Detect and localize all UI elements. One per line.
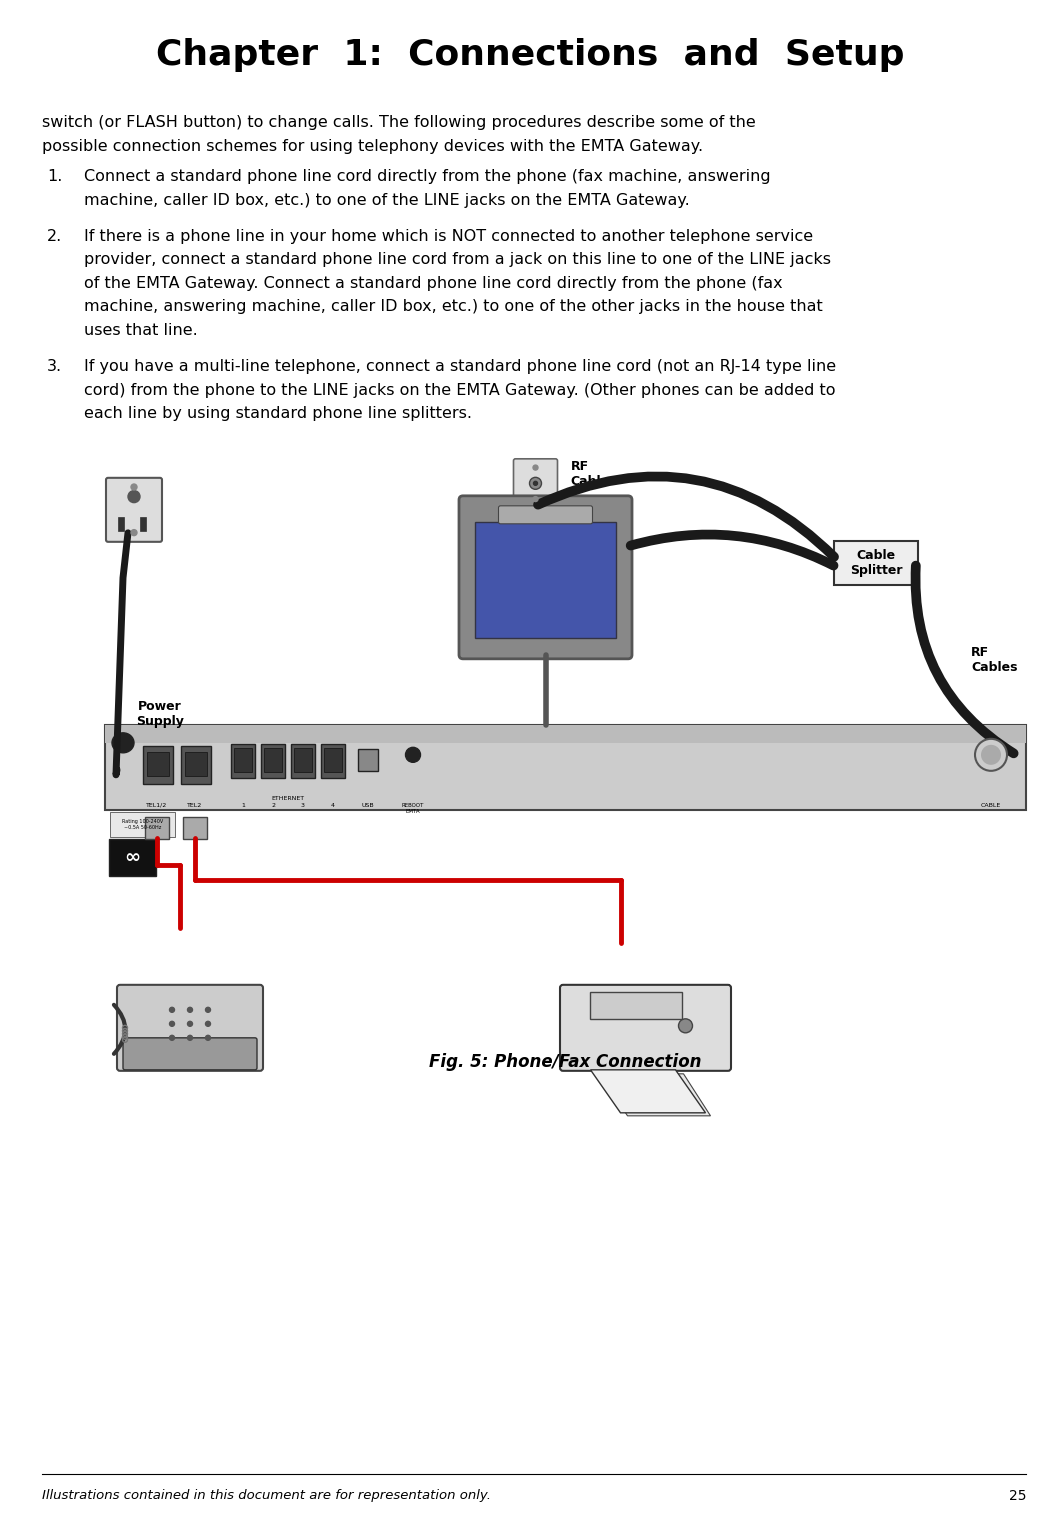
- Text: 25: 25: [1009, 1489, 1026, 1503]
- Text: REBOOT
EMTA: REBOOT EMTA: [402, 803, 424, 813]
- Text: CABLE: CABLE: [980, 803, 1002, 807]
- Circle shape: [405, 748, 420, 763]
- FancyBboxPatch shape: [181, 746, 211, 784]
- Text: USB: USB: [362, 803, 375, 807]
- Text: Chapter  1:  Connections  and  Setup: Chapter 1: Connections and Setup: [156, 38, 905, 72]
- FancyBboxPatch shape: [264, 748, 282, 772]
- Text: Connect a standard phone line cord directly from the phone (fax machine, answeri: Connect a standard phone line cord direc…: [84, 170, 770, 183]
- FancyBboxPatch shape: [145, 816, 169, 839]
- FancyBboxPatch shape: [234, 748, 253, 772]
- FancyBboxPatch shape: [123, 1038, 257, 1070]
- Text: ETHERNET: ETHERNET: [272, 795, 305, 801]
- Ellipse shape: [112, 732, 134, 752]
- Polygon shape: [591, 1070, 706, 1113]
- Circle shape: [206, 1008, 210, 1012]
- Circle shape: [170, 1021, 174, 1026]
- Circle shape: [170, 1035, 174, 1040]
- Text: TEL1/2: TEL1/2: [146, 803, 168, 807]
- FancyBboxPatch shape: [358, 749, 378, 771]
- Circle shape: [131, 485, 137, 489]
- Text: of the EMTA Gateway. Connect a standard phone line cord directly from the phone : of the EMTA Gateway. Connect a standard …: [84, 275, 783, 291]
- FancyBboxPatch shape: [834, 541, 918, 584]
- FancyBboxPatch shape: [321, 743, 345, 778]
- FancyBboxPatch shape: [105, 725, 1026, 810]
- Text: TEL2: TEL2: [188, 803, 203, 807]
- Text: RF
Cables: RF Cables: [971, 645, 1017, 674]
- Text: switch (or FLASH button) to change calls. The following procedures describe some: switch (or FLASH button) to change calls…: [42, 115, 755, 130]
- Circle shape: [533, 465, 538, 469]
- FancyBboxPatch shape: [231, 743, 255, 778]
- Circle shape: [188, 1021, 192, 1026]
- Text: 1: 1: [241, 803, 245, 807]
- FancyBboxPatch shape: [110, 812, 175, 836]
- FancyBboxPatch shape: [140, 517, 146, 531]
- Circle shape: [188, 1035, 192, 1040]
- FancyBboxPatch shape: [560, 985, 731, 1070]
- Text: 1.: 1.: [47, 170, 63, 183]
- FancyBboxPatch shape: [118, 517, 124, 531]
- Circle shape: [981, 745, 1001, 764]
- FancyBboxPatch shape: [182, 816, 207, 839]
- FancyBboxPatch shape: [185, 752, 207, 775]
- Text: 3: 3: [301, 803, 305, 807]
- FancyBboxPatch shape: [514, 459, 557, 508]
- FancyBboxPatch shape: [147, 752, 169, 775]
- Circle shape: [975, 739, 1007, 771]
- Text: uses that line.: uses that line.: [84, 323, 197, 338]
- Text: Fig. 5: Phone/Fax Connection: Fig. 5: Phone/Fax Connection: [430, 1053, 701, 1070]
- Circle shape: [131, 529, 137, 535]
- FancyBboxPatch shape: [143, 746, 173, 784]
- Text: RF
Cables: RF Cables: [571, 460, 618, 488]
- FancyBboxPatch shape: [294, 748, 312, 772]
- Circle shape: [529, 477, 541, 489]
- Circle shape: [206, 1035, 210, 1040]
- Circle shape: [188, 1008, 192, 1012]
- Text: Power
Supply: Power Supply: [136, 700, 184, 728]
- Text: Rating 100-240V
~0.5A 50-60Hz: Rating 100-240V ~0.5A 50-60Hz: [122, 820, 163, 830]
- Circle shape: [678, 1018, 693, 1032]
- Circle shape: [128, 491, 140, 503]
- FancyBboxPatch shape: [499, 506, 592, 524]
- FancyBboxPatch shape: [590, 992, 681, 1018]
- Text: 3.: 3.: [47, 359, 63, 375]
- FancyBboxPatch shape: [324, 748, 342, 772]
- FancyBboxPatch shape: [105, 725, 1026, 743]
- Text: Illustrations contained in this document are for representation only.: Illustrations contained in this document…: [42, 1489, 491, 1501]
- Text: possible connection schemes for using telephony devices with the EMTA Gateway.: possible connection schemes for using te…: [42, 139, 703, 153]
- Text: machine, answering machine, caller ID box, etc.) to one of the other jacks in th: machine, answering machine, caller ID bo…: [84, 300, 822, 315]
- Circle shape: [534, 482, 538, 485]
- Circle shape: [206, 1021, 210, 1026]
- Text: 2.: 2.: [47, 229, 63, 245]
- Text: 4: 4: [331, 803, 335, 807]
- Text: ∞: ∞: [124, 847, 141, 867]
- Text: If there is a phone line in your home which is NOT connected to another telephon: If there is a phone line in your home wh…: [84, 229, 813, 245]
- Text: If you have a multi-line telephone, connect a standard phone line cord (not an R: If you have a multi-line telephone, conn…: [84, 359, 836, 375]
- Text: provider, connect a standard phone line cord from a jack on this line to one of : provider, connect a standard phone line …: [84, 252, 831, 268]
- FancyBboxPatch shape: [291, 743, 315, 778]
- FancyBboxPatch shape: [117, 985, 263, 1070]
- Text: 2: 2: [271, 803, 275, 807]
- FancyBboxPatch shape: [261, 743, 285, 778]
- FancyBboxPatch shape: [109, 839, 156, 876]
- Polygon shape: [601, 1073, 711, 1116]
- Text: cord) from the phone to the LINE jacks on the EMTA Gateway. (Other phones can be: cord) from the phone to the LINE jacks o…: [84, 382, 835, 398]
- FancyBboxPatch shape: [459, 495, 632, 659]
- Circle shape: [533, 497, 538, 502]
- Text: Cable
Splitter: Cable Splitter: [850, 549, 902, 576]
- FancyBboxPatch shape: [475, 521, 616, 638]
- Circle shape: [170, 1008, 174, 1012]
- Text: machine, caller ID box, etc.) to one of the LINE jacks on the EMTA Gateway.: machine, caller ID box, etc.) to one of …: [84, 193, 690, 208]
- Text: each line by using standard phone line splitters.: each line by using standard phone line s…: [84, 407, 472, 422]
- FancyBboxPatch shape: [106, 479, 162, 541]
